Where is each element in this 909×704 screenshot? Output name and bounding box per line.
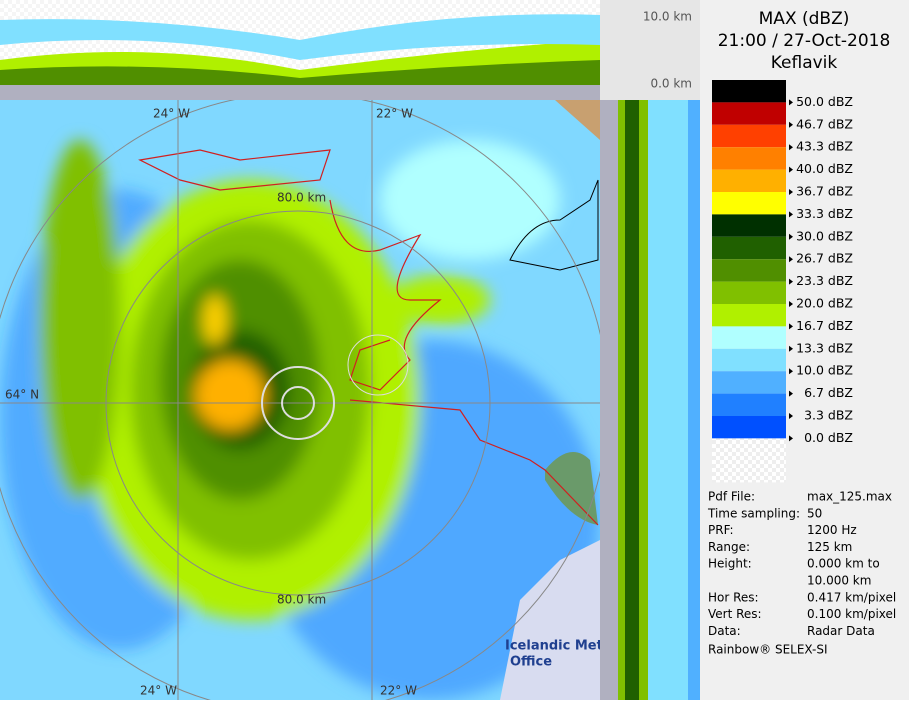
info-label: Data: [708,624,741,638]
info-value: 1200 Hz [807,523,857,537]
logo-text: Office [510,655,552,670]
legend-tick [789,368,793,375]
height-label: 0.0 km [650,77,692,91]
logo-text: Icelandic Met [505,639,603,654]
info-label: Hor Res: [708,590,759,604]
legend-label: 16.7 dBZ [796,318,853,333]
lon-label: 22° W [380,684,417,698]
side-section: 10.0 km 0.0 km [600,0,700,700]
legend-tick [789,435,793,442]
legend-label: 33.3 dBZ [796,206,853,221]
legend-label: 3.3 dBZ [804,408,853,423]
legend-label: 6.7 dBZ [804,385,853,400]
panel-site: Keflavik [771,53,838,73]
legend-tick [789,189,793,195]
legend-label: 40.0 dBZ [796,161,853,176]
legend-label: 36.7 dBZ [796,184,853,199]
legend-swatch [712,102,786,125]
legend-swatch [712,214,786,237]
legend-swatch [712,304,786,327]
legend-swatch [712,348,786,372]
info-value: Radar Data [807,624,875,638]
legend-label: 13.3 dBZ [796,340,853,355]
legend-tick [789,144,793,151]
ring-label: 80.0 km [277,191,326,205]
lon-label: 24° W [153,107,190,121]
legend-swatch [712,124,786,148]
info-label: Time sampling: [707,506,800,520]
legend-label: 43.3 dBZ [796,139,853,154]
legend-swatch [712,169,786,192]
legend-tick [789,390,793,397]
legend-swatch [712,147,786,170]
legend-label: 26.7 dBZ [796,251,853,266]
coastline [138,149,331,191]
no-data [555,100,600,140]
info-value: 10.000 km [807,574,871,588]
panel-time: 21:00 / 27-Oct-2018 [718,31,891,51]
range-ring [281,386,315,420]
panel-title: MAX (dBZ) [759,9,850,29]
legend-tick [789,99,793,106]
coastline [509,179,599,271]
legend-label: 50.0 dBZ [796,94,853,109]
legend-swatch [712,259,786,282]
no-data [500,540,600,700]
range-ring [105,210,491,596]
legend-swatch [712,281,786,304]
info-value: 50 [807,506,822,520]
legend-tick [789,121,793,128]
info-label: Vert Res: [708,607,762,621]
legend-swatch [712,80,786,103]
legend-label: 0.0 dBZ [804,430,853,445]
legend-tick [789,166,793,173]
info-value: 0.417 km/pixel [807,590,896,604]
legend-label: 30.0 dBZ [796,228,853,243]
lat-label: 64° N [5,388,39,402]
legend-tick [789,413,793,419]
info-value: 125 km [807,540,852,554]
range-ring [261,366,335,440]
legend-label: 20.0 dBZ [796,296,853,311]
legend-label: 10.0 dBZ [796,363,853,378]
info-label: Pdf File: [708,490,755,504]
info-value: max_125.max [807,490,892,504]
legend: 50.0 dBZ 46.7 dBZ 43.3 dBZ 40.0 dBZ 36.7 dBZ… [712,80,853,483]
legend-swatch [712,326,786,349]
legend-swatch [712,393,786,416]
info-value: 0.100 km/pixel [807,607,896,621]
legend-tick [789,323,793,330]
legend-swatch [712,371,786,394]
legend-swatch [712,192,786,215]
legend-tick [789,233,793,240]
ring-label: 80.0 km [277,593,326,607]
legend-tick [789,278,793,285]
land [545,452,598,525]
info-value: 0.000 km to [807,557,880,571]
info-label: Height: [708,557,752,571]
radar-map: 24° W 22° W 24° W 22° W 64° N 80.0 km 80… [0,92,609,704]
legend-tick [789,256,793,263]
legend-label: 23.3 dBZ [796,273,853,288]
legend-tick [789,211,793,218]
legend-label: 46.7 dBZ [796,116,853,131]
range-ring [347,334,409,396]
info-label: Range: [708,540,750,554]
lon-label: 24° W [140,684,177,698]
info-list: Pdf File: max_125.max Time sampling: 50 PRF:… [707,490,896,638]
height-label: 10.0 km [643,10,692,24]
coastline [349,399,599,526]
info-label: PRF: [708,523,734,537]
legend-tick [789,345,793,352]
legend-tick [789,301,793,307]
legend-swatch [712,438,786,483]
footer: Rainbow® SELEX-SI [708,643,828,657]
top-section [0,0,600,100]
legend-swatch [712,236,786,260]
lon-label: 22° W [376,107,413,121]
legend-swatch [712,416,786,439]
